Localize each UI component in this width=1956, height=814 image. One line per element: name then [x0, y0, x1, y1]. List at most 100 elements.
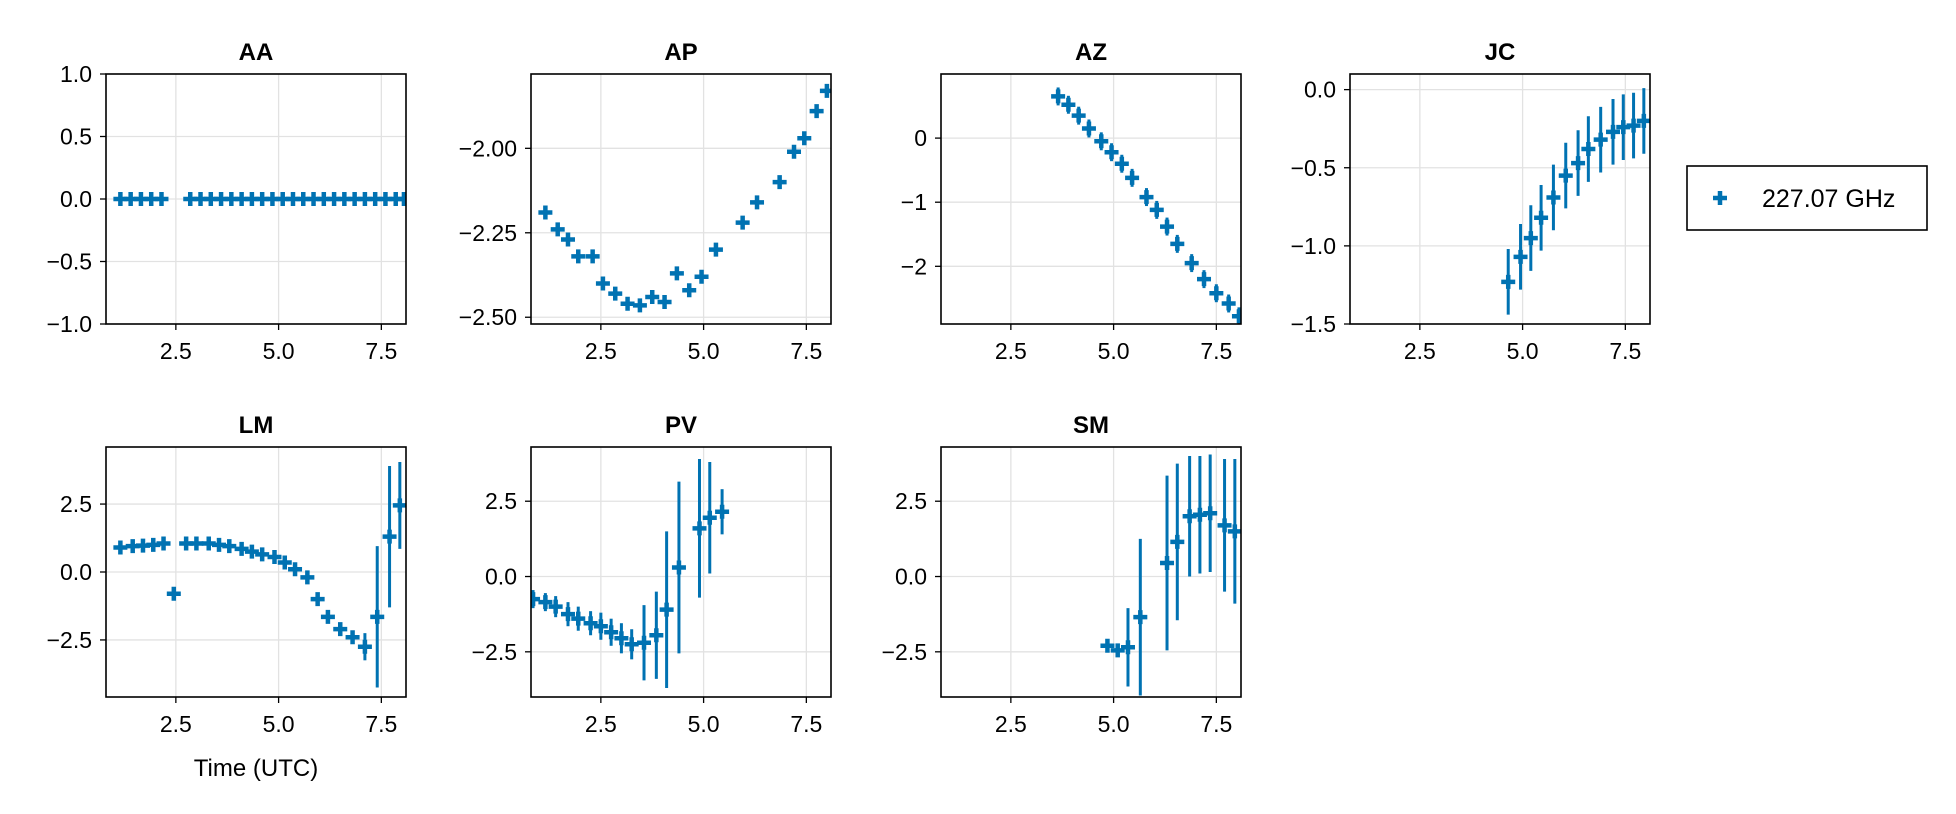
x-tick-label: 7.5 — [1200, 338, 1232, 364]
data-point — [345, 630, 360, 645]
plus-marker — [624, 637, 639, 652]
plus-marker — [571, 611, 586, 626]
data-point — [669, 266, 684, 281]
plus-marker — [113, 540, 128, 555]
plus-marker — [797, 131, 812, 146]
data-point — [1197, 270, 1212, 289]
panel-title: AA — [239, 39, 274, 66]
x-tick-label: 2.5 — [160, 711, 192, 737]
y-tick-label: −2.5 — [47, 627, 92, 653]
data-point — [560, 602, 575, 627]
y-tick-label: 0.5 — [60, 124, 92, 150]
plus-marker — [550, 222, 565, 237]
plus-marker — [1581, 142, 1596, 156]
axes-frame — [1349, 73, 1651, 325]
plus-marker — [396, 192, 406, 206]
y-tick-label: −1.0 — [1291, 233, 1336, 259]
plus-marker — [632, 298, 647, 313]
panel-jc: 2.5 5.0 7.5 0.0 −0.5 −1.0 −1.5 JC — [1291, 39, 1651, 364]
data-point — [797, 131, 812, 146]
y-tick-label: 0.0 — [60, 559, 92, 585]
axes-frame — [940, 446, 1242, 698]
data-point — [735, 215, 750, 230]
plus-marker — [1606, 124, 1621, 139]
plus-marker — [1051, 89, 1066, 104]
y-tick-label: −1.0 — [47, 311, 92, 337]
data-point — [750, 195, 765, 210]
y-tick-label: 0.0 — [1304, 77, 1336, 103]
plus-marker — [1061, 97, 1076, 112]
data-point — [708, 242, 723, 257]
data-point — [1170, 463, 1185, 621]
data-point — [671, 481, 686, 654]
x-axis-label: Time (UTC) — [194, 755, 318, 782]
plus-marker — [1534, 210, 1549, 225]
data-point — [531, 590, 541, 609]
data-point — [1593, 106, 1608, 173]
data-point — [1513, 224, 1528, 290]
data-point — [772, 175, 787, 190]
plus-marker — [571, 249, 586, 264]
data-point — [1227, 459, 1241, 604]
data-point — [571, 249, 586, 264]
data-point — [189, 536, 204, 551]
x-tick-label: 5.0 — [263, 338, 295, 364]
data-point — [715, 489, 730, 535]
plus-marker — [320, 609, 335, 624]
plus-marker — [649, 628, 664, 643]
plus-marker — [277, 555, 292, 570]
plus-marker — [1626, 118, 1641, 133]
plus-marker — [166, 586, 181, 601]
data-point — [255, 547, 270, 562]
data-point — [1071, 106, 1086, 125]
x-tick-label: 7.5 — [365, 711, 397, 737]
data-point — [632, 298, 647, 313]
plus-marker — [787, 144, 802, 159]
plus-marker — [645, 289, 660, 304]
y-tick-label: −2.50 — [459, 304, 517, 330]
plus-marker — [154, 192, 169, 206]
plus-marker — [595, 276, 610, 291]
plus-marker — [1160, 555, 1175, 570]
data-point — [637, 605, 652, 681]
plus-marker — [382, 529, 397, 544]
plus-marker — [1184, 256, 1199, 271]
plus-marker — [1114, 156, 1129, 171]
data-point — [614, 623, 629, 654]
panel-title: LM — [239, 412, 274, 439]
data-point — [1104, 143, 1119, 162]
data-point — [1546, 164, 1561, 231]
data-point — [1606, 99, 1621, 165]
data-point — [538, 205, 553, 220]
legend: 227.07 GHz — [1686, 165, 1928, 231]
legend-entry-label: 227.07 GHz — [1762, 185, 1895, 213]
x-tick-label: 2.5 — [995, 338, 1027, 364]
data-point — [1100, 638, 1115, 653]
plus-marker — [1100, 638, 1115, 653]
data-point — [608, 286, 623, 301]
plus-marker — [1501, 274, 1516, 289]
plus-marker — [1636, 113, 1650, 128]
plus-marker — [1546, 190, 1561, 205]
data-point — [310, 592, 325, 607]
plus-marker — [637, 635, 652, 650]
plus-marker — [560, 607, 575, 622]
plus-marker — [1094, 134, 1109, 149]
plus-marker — [1071, 108, 1086, 123]
data-point — [604, 618, 619, 646]
plus-marker — [244, 544, 259, 559]
plus-marker — [692, 521, 707, 536]
plus-marker — [694, 269, 709, 284]
plus-marker — [702, 510, 717, 525]
series-227-07-ghz — [1051, 87, 1241, 324]
plus-marker — [255, 547, 270, 562]
axes-frame — [940, 73, 1242, 325]
y-tick-label: −1 — [901, 189, 927, 215]
data-point — [1626, 92, 1641, 159]
plus-marker — [1209, 286, 1224, 301]
panel-title: AZ — [1075, 39, 1107, 66]
plus-marker — [538, 595, 553, 610]
data-point — [396, 192, 406, 206]
x-tick-label: 5.0 — [688, 711, 720, 737]
y-tick-label: 0.0 — [60, 186, 92, 212]
